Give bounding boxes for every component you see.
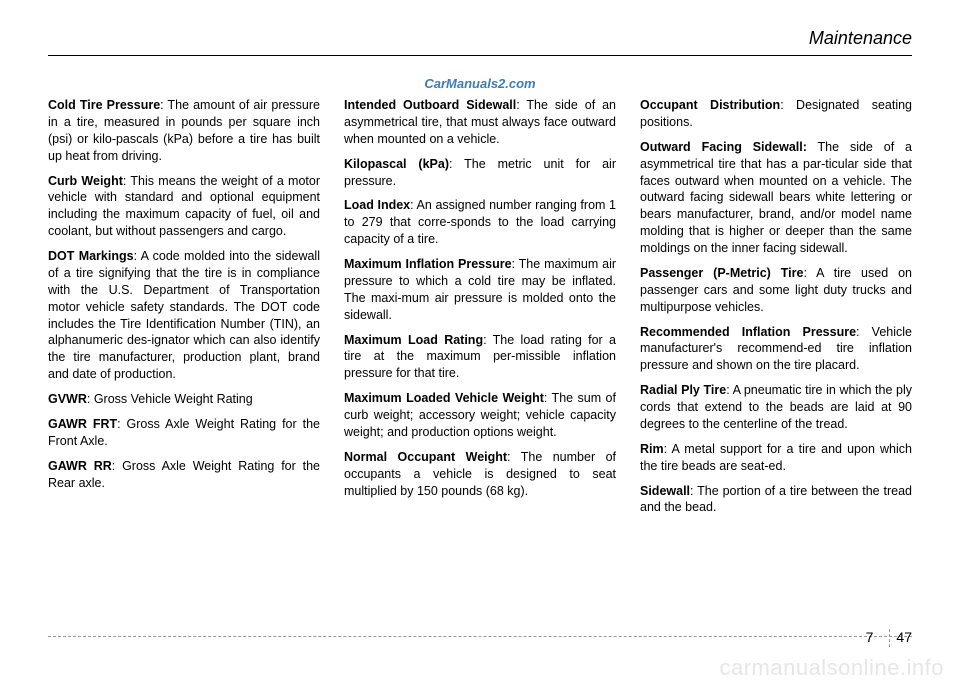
definition: Cold Tire Pressure: The amount of air pr… <box>48 97 320 165</box>
definition: Rim: A metal support for a tire and upon… <box>640 441 912 475</box>
page-in-chapter: 47 <box>896 629 912 645</box>
content-columns: Cold Tire Pressure: The amount of air pr… <box>48 97 912 649</box>
definition: Kilopascal (kPa): The metric unit for ai… <box>344 156 616 190</box>
definition: Passenger (P-Metric) Tire: A tire used o… <box>640 265 912 316</box>
definition: GAWR FRT: Gross Axle Weight Rating for t… <box>48 416 320 450</box>
page-num-divider <box>889 629 890 647</box>
definition: Normal Occupant Weight: The number of oc… <box>344 449 616 500</box>
page-number: 7 47 <box>866 629 912 647</box>
section-header: Maintenance <box>48 28 912 56</box>
watermark-top: CarManuals2.com <box>48 76 912 91</box>
definition: Recommended Inflation Pressure: Vehicle … <box>640 324 912 375</box>
footer-divider <box>48 636 912 637</box>
definition: Maximum Inflation Pressure: The maximum … <box>344 256 616 324</box>
definition: GAWR RR: Gross Axle Weight Rating for th… <box>48 458 320 492</box>
section-title: Maintenance <box>809 28 912 48</box>
column-2: Intended Outboard Sidewall: The side of … <box>344 97 616 649</box>
definition: Sidewall: The portion of a tire between … <box>640 483 912 517</box>
definition: GVWR: Gross Vehicle Weight Rating <box>48 391 320 408</box>
definition: Curb Weight: This means the weight of a … <box>48 173 320 241</box>
definition: Maximum Load Rating: The load rating for… <box>344 332 616 383</box>
definition: Intended Outboard Sidewall: The side of … <box>344 97 616 148</box>
watermark-bottom: carmanualsonline.info <box>719 655 944 681</box>
column-1: Cold Tire Pressure: The amount of air pr… <box>48 97 320 649</box>
definition: Load Index: An assigned number ranging f… <box>344 197 616 248</box>
column-3: Occupant Distribution: Designated seatin… <box>640 97 912 649</box>
manual-page: Maintenance CarManuals2.com Cold Tire Pr… <box>0 0 960 689</box>
definition: Occupant Distribution: Designated seatin… <box>640 97 912 131</box>
definition: Radial Ply Tire: A pneumatic tire in whi… <box>640 382 912 433</box>
definition: Outward Facing Sidewall: The side of a a… <box>640 139 912 257</box>
definition: DOT Markings: A code molded into the sid… <box>48 248 320 383</box>
definition: Maximum Loaded Vehicle Weight: The sum o… <box>344 390 616 441</box>
chapter-number: 7 <box>866 629 874 645</box>
